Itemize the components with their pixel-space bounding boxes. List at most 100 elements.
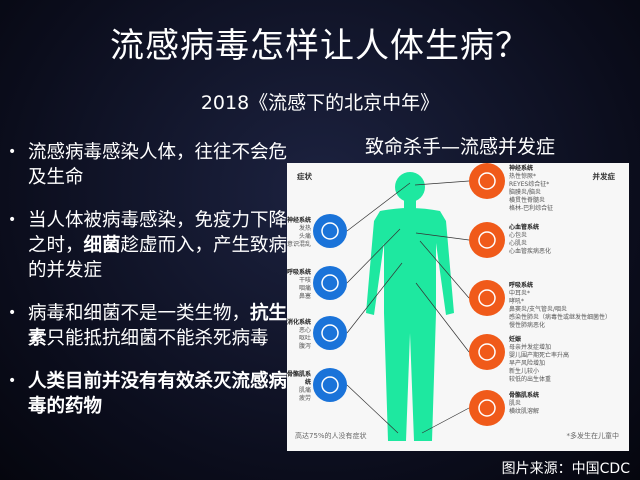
symptoms-item: 呕吐 (298, 335, 311, 342)
symptoms-item: 咽痛 (298, 285, 311, 292)
slide-subtitle: 2018《流感下的北京中年》 (200, 92, 440, 114)
complications-item: 脑膜炎/脑炎 (509, 189, 542, 196)
system-name: 呼吸系统 (509, 282, 534, 289)
bullet-dot: • (8, 305, 17, 321)
complications-item: 婴儿围产期死亡率升高 (509, 352, 570, 359)
icon-glyph (478, 289, 496, 307)
system-name: 神经系统 (287, 217, 312, 224)
bullet-dot: • (8, 144, 17, 160)
icon-glyph (321, 274, 339, 292)
bullet-text: 流感病毒感染人体，往往不会危及生命 (28, 140, 288, 190)
system-name: 心血管系统 (509, 224, 540, 231)
complications-item: 新生儿较小 (509, 368, 540, 375)
symptoms-item: 疲劳 (298, 395, 311, 402)
stomach-icon (313, 316, 347, 350)
symptoms-item: 鼻塞 (298, 293, 311, 300)
bullet-text: 病毒和细菌不是一类生物，抗生素只能抵抗细菌不能杀死病毒 (28, 301, 288, 351)
symptoms-item: 肌痛 (298, 387, 311, 394)
infographic-panel: 症状 并发症 神经系统 发热 头痛 意识混乱 呼吸系统 干咳 咽痛 鼻塞 消化系统 恶心 呕吐 腹泻骨… (287, 163, 629, 451)
right-footnote: *多发生在儿童中 (566, 432, 620, 440)
bullet-dot: • (8, 212, 17, 228)
symptoms-group: 骨骼肌系统 肌痛 疲劳 (287, 371, 311, 403)
bullet-list: • 流感病毒感染人体，往往不会危及生命 • 当人体被病毒感染，免疫力下降之时，细菌趁虚… (8, 140, 288, 437)
symptoms-group: 神经系统 发热 头痛 意识混乱 (287, 217, 311, 249)
bullet-dot: • (8, 373, 17, 389)
text: 趁虚而入，产生致病的并发症 (28, 235, 288, 281)
bold-text: 人类目前并没有有效杀灭流感病毒的药物 (28, 371, 288, 417)
icon-glyph (321, 376, 339, 394)
complications-item: 慢性肺病恶化 (509, 322, 546, 329)
complications-group: 心血管系统 心包炎 心肌炎 心血管疾病恶化 (509, 224, 551, 256)
complications-item: 中耳炎* (509, 290, 531, 297)
brain-icon (313, 214, 347, 248)
lungs-icon (313, 266, 347, 300)
foot-icon (313, 368, 347, 402)
connector-line (346, 384, 399, 434)
left-footnote: 高达75%的人没有症状 (295, 432, 367, 440)
text: 当人体被病毒感染，免疫力下降之时， (28, 210, 288, 256)
fetus-icon (469, 334, 505, 370)
symptoms-item: 腹泻 (298, 343, 311, 350)
complications-header: 并发症 (592, 172, 616, 181)
complications-item: 较低的出生体重 (509, 376, 552, 383)
system-name: 骨骼肌系统 (509, 392, 540, 399)
lungs-icon (469, 280, 505, 316)
complications-item: 感染性肺炎（病毒性或继发性细菌性） (509, 314, 612, 321)
complications-item: 格林-巴利综合征 (509, 205, 554, 212)
complications-group: 骨骼肌系统 肌炎 横纹肌溶解 (509, 392, 539, 416)
connector-line (346, 182, 411, 232)
symptoms-group: 消化系统 恶心 呕吐 腹泻 (287, 319, 311, 351)
complications-item: 横纹肌溶解 (509, 408, 540, 415)
body-head (395, 172, 425, 202)
complications-item: 鼻窦炎/支气管炎/咽炎 (509, 306, 568, 313)
bullet-text: 人类目前并没有有效杀灭流感病毒的药物 (28, 369, 288, 419)
text: 病毒和细菌不是一类生物， (28, 303, 251, 324)
icon-glyph (321, 222, 339, 240)
connector-line (415, 232, 470, 241)
foot-icon (469, 390, 505, 426)
symptoms-item: 头痛 (298, 233, 311, 240)
complications-item: 心包炎 (509, 232, 528, 239)
bullet-item: • 人类目前并没有有效杀灭流感病毒的药物 (8, 369, 288, 419)
bullet-item: • 病毒和细菌不是一类生物，抗生素只能抵抗细菌不能杀死病毒 (8, 301, 288, 351)
connector-line (414, 180, 470, 186)
complications-item: REYES综合征* (509, 181, 550, 188)
complications-item: 肌炎 (509, 400, 522, 407)
bullet-item: • 当人体被病毒感染，免疫力下降之时，细菌趁虚而入，产生致病的并发症 (8, 208, 288, 283)
system-name: 消化系统 (287, 319, 312, 326)
icon-glyph (478, 343, 496, 361)
brain-icon (469, 163, 505, 199)
bullet-item: • 流感病毒感染人体，往往不会危及生命 (8, 140, 288, 190)
complications-item: 心血管疾病恶化 (509, 248, 552, 255)
body-diagram (313, 163, 505, 441)
system-name: 骨骼肌系统 (287, 371, 312, 386)
slide-title: 流感病毒怎样让人体生病？ (110, 26, 530, 66)
bold-text: 抗生素 (28, 303, 288, 349)
symptoms-group: 呼吸系统 干咳 咽痛 鼻塞 (287, 269, 311, 301)
connector-line (415, 282, 470, 353)
symptoms-item: 干咳 (298, 277, 311, 284)
system-name: 呼吸系统 (287, 269, 312, 276)
symptoms-item: 恶心 (298, 327, 311, 334)
complications-item: 哮吼* (509, 298, 525, 305)
complications-item: 早产风险增加 (509, 360, 546, 367)
body-silhouette (366, 208, 454, 441)
image-credit: 图片来源：中国CDC (501, 461, 630, 477)
complications-item: 横贯性脊髓炎 (509, 197, 546, 204)
complications-item: 母亲并发症增加 (509, 344, 552, 351)
infographic-title: 致命杀手—流感并发症 (364, 136, 555, 158)
complications-item: 热性惊厥* (509, 173, 537, 180)
heart-icon (469, 222, 505, 258)
icon-glyph (478, 231, 496, 249)
icon-glyph (478, 399, 496, 417)
symptoms-header: 症状 (297, 172, 312, 181)
complications-group: 神经系统 热性惊厥* REYES综合征* 脑膜炎/脑炎 横贯性脊髓炎 格林-巴利综合征 (509, 165, 553, 213)
text: 只能抵抗细菌不能杀死病毒 (46, 328, 269, 349)
connector-line (346, 262, 403, 334)
connector-line (419, 240, 470, 299)
bullet-text: 当人体被病毒感染，免疫力下降之时，细菌趁虚而入，产生致病的并发症 (28, 208, 288, 283)
system-name: 妊娠 (509, 336, 522, 343)
connector-line (346, 228, 401, 284)
complications-group: 呼吸系统 中耳炎* 哮吼* 鼻窦炎/支气管炎/咽炎 感染性肺炎（病毒性或继发性细菌性）慢… (509, 282, 611, 330)
icon-glyph (478, 172, 496, 190)
